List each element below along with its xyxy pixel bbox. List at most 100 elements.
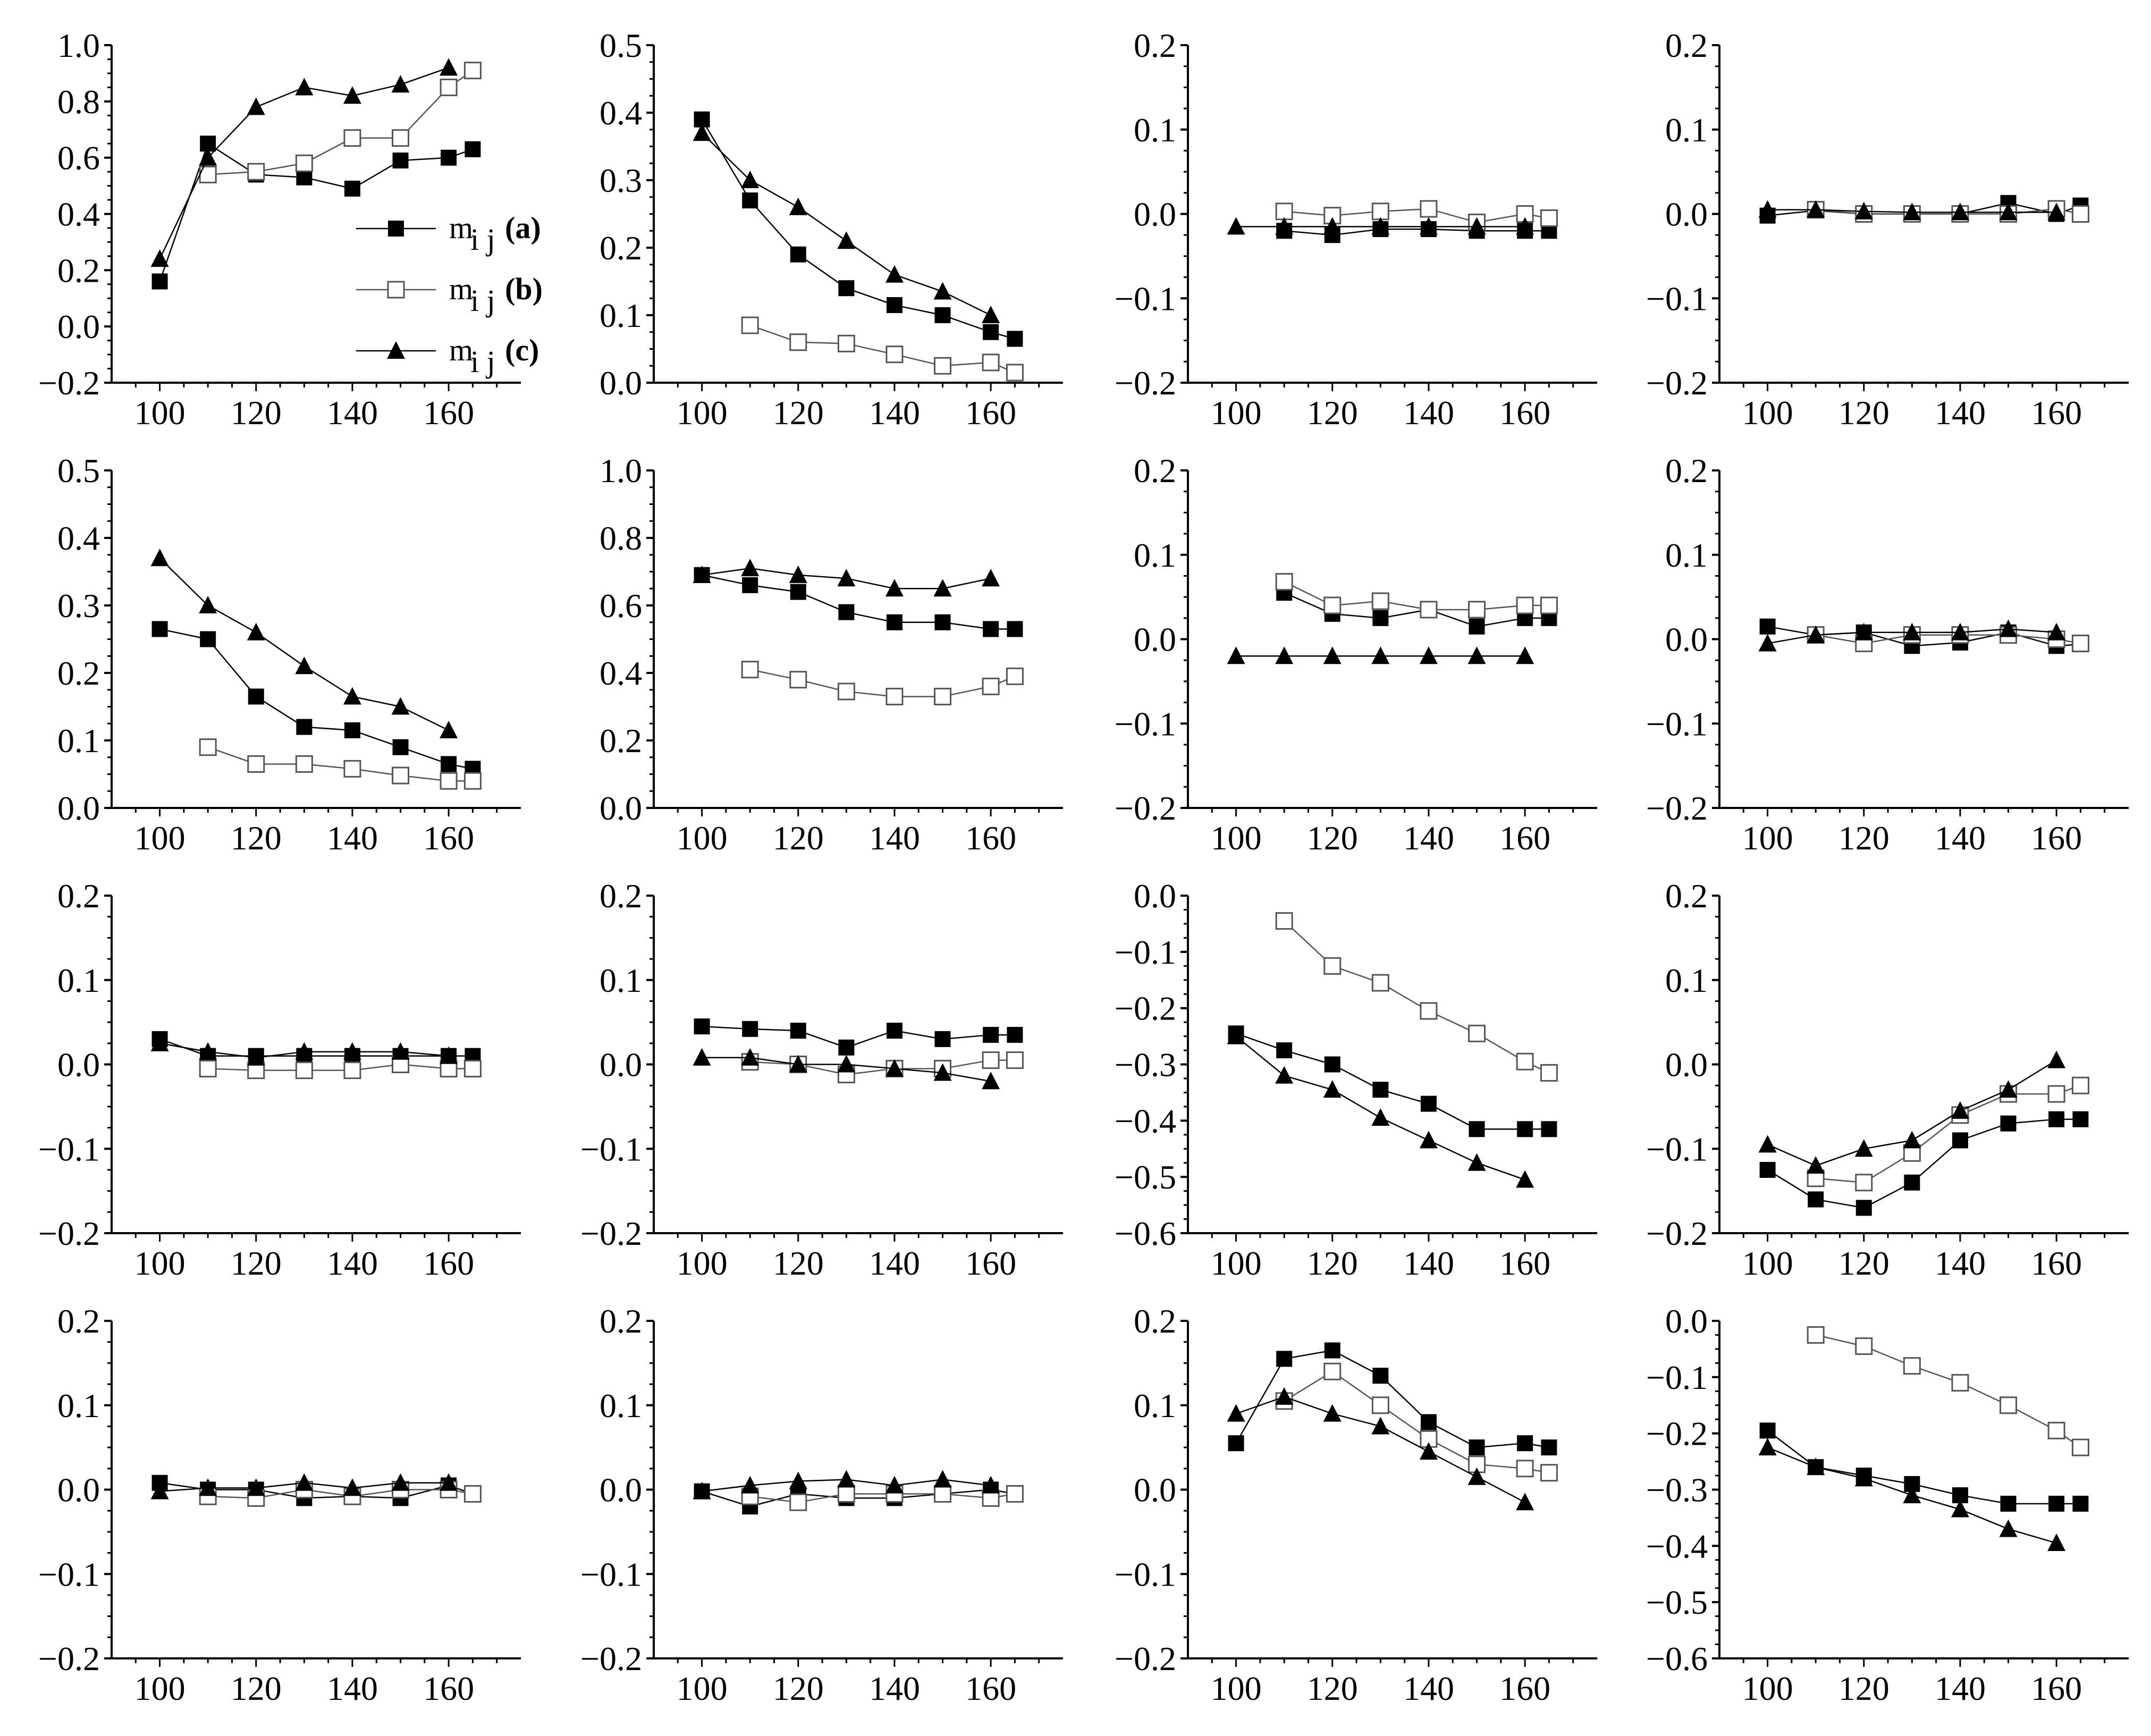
data-point-a xyxy=(983,621,999,637)
data-point-b xyxy=(1371,974,1389,992)
data-point-c xyxy=(1227,1404,1245,1422)
data-point-c xyxy=(885,1059,904,1077)
data-point-a xyxy=(1855,1200,1872,1216)
data-point-b xyxy=(741,661,759,679)
data-point-c xyxy=(1419,217,1438,235)
data-point-a xyxy=(465,141,481,157)
data-point-a xyxy=(1420,1095,1437,1112)
x-tick-label: 120 xyxy=(1838,394,1889,432)
data-point-b xyxy=(1468,601,1486,619)
data-point-c xyxy=(1275,646,1294,664)
data-point-b xyxy=(1275,203,1293,221)
data-point-c xyxy=(199,148,217,166)
y-tick-label: −0.1 xyxy=(580,1130,642,1168)
data-point-c xyxy=(741,1476,760,1494)
series-line-a xyxy=(159,628,473,770)
data-point-c xyxy=(1275,1066,1294,1084)
y-tick-label: 0.1 xyxy=(600,1387,642,1425)
y-tick-label: 0.1 xyxy=(1134,536,1176,574)
data-point-a xyxy=(934,1031,951,1047)
data-point-c xyxy=(199,596,217,613)
data-point-c xyxy=(1467,1467,1486,1485)
series-line-a xyxy=(1235,1350,1549,1448)
y-tick-label: −0.2 xyxy=(38,1640,100,1678)
chart-panel-5: 0.0 0.1 0.2 0.3 0.4 0.5 100 120 140 160 xyxy=(57,452,521,857)
data-point-b xyxy=(1807,1326,1825,1344)
y-tick-label: 0.0 xyxy=(600,1046,642,1084)
y-tick-label: 0.5 xyxy=(600,27,642,64)
data-point-a xyxy=(1372,1082,1389,1098)
x-tick-label: 140 xyxy=(1935,1244,1986,1282)
data-point-b xyxy=(1468,1024,1486,1042)
data-point-a xyxy=(1276,1042,1293,1059)
data-point-c xyxy=(837,1055,856,1073)
y-tick-label: −0.1 xyxy=(1115,1555,1176,1593)
legend-marker xyxy=(387,341,405,359)
data-point-c xyxy=(150,1481,169,1499)
data-point-c xyxy=(1371,1417,1390,1435)
x-tick-label: 160 xyxy=(423,819,474,857)
x-tick-label: 100 xyxy=(1742,819,1793,857)
data-point-a xyxy=(296,719,313,735)
y-tick-label: 0.2 xyxy=(600,229,642,267)
data-point-b xyxy=(1516,1052,1534,1071)
data-point-c xyxy=(343,687,361,705)
chart-panel-9: −0.2 −0.1 0.0 0.1 0.2 100 120 140 160 xyxy=(38,877,521,1282)
legend-label: (b) xyxy=(505,272,543,306)
data-point-b xyxy=(392,766,410,785)
x-tick-label: 100 xyxy=(1211,1670,1262,1707)
data-point-b xyxy=(2071,1076,2089,1094)
x-tick-label: 120 xyxy=(1838,819,1889,857)
y-tick-label: 0.0 xyxy=(1134,621,1176,659)
series-line-a xyxy=(1767,1118,2081,1209)
x-tick-label: 120 xyxy=(231,1670,282,1707)
data-point-a xyxy=(1007,621,1023,637)
data-point-b xyxy=(1951,1373,1969,1392)
y-tick-label: −0.4 xyxy=(1646,1527,1708,1565)
data-point-c xyxy=(440,1473,458,1491)
x-tick-label: 120 xyxy=(1307,1244,1358,1282)
data-point-b xyxy=(1855,1337,1873,1355)
data-point-a xyxy=(151,621,168,637)
data-point-b xyxy=(885,687,904,705)
data-point-b xyxy=(1420,1430,1438,1448)
y-tick-label: 0.1 xyxy=(1665,536,1708,574)
data-point-c xyxy=(1807,1156,1825,1174)
x-tick-label: 160 xyxy=(2031,1244,2082,1282)
data-point-c xyxy=(247,622,265,641)
data-point-c xyxy=(343,1478,361,1496)
x-tick-label: 120 xyxy=(231,394,282,432)
data-point-c xyxy=(440,58,458,76)
y-tick-label: 0.4 xyxy=(57,196,100,233)
y-tick-label: −0.2 xyxy=(1646,789,1708,827)
chart-panel-11: −0.6 −0.5 −0.4 −0.3 −0.2 −0.1 0.0 100 120 140 160 xyxy=(1115,877,1597,1282)
x-tick-label: 160 xyxy=(1499,1670,1550,1707)
data-point-c xyxy=(789,565,807,583)
data-point-b xyxy=(1420,200,1438,218)
y-tick-label: −0.1 xyxy=(1115,705,1176,743)
data-point-b xyxy=(982,353,1000,372)
y-tick-label: −0.2 xyxy=(38,364,100,402)
data-point-b xyxy=(392,129,410,147)
data-point-b xyxy=(982,677,1000,695)
data-point-a xyxy=(694,1018,710,1035)
data-point-c xyxy=(1467,1153,1486,1171)
data-point-c xyxy=(693,565,711,583)
data-point-a xyxy=(790,1023,806,1039)
data-point-b xyxy=(295,1061,313,1080)
y-tick-label: 0.0 xyxy=(57,308,100,345)
x-tick-label: 120 xyxy=(1838,1670,1889,1707)
data-point-b xyxy=(199,1059,217,1077)
legend-entry-2: mi j (b) xyxy=(356,272,543,318)
x-tick-label: 140 xyxy=(1403,1244,1454,1282)
x-tick-label: 140 xyxy=(1403,394,1454,432)
y-tick-label: 0.0 xyxy=(57,789,100,827)
y-tick-label: 0.1 xyxy=(1665,111,1708,149)
data-point-a xyxy=(1276,1351,1293,1367)
chart-panel-3: −0.2 −0.1 0.0 0.1 0.2 100 120 140 160 xyxy=(1115,27,1597,432)
x-tick-label: 140 xyxy=(869,1670,920,1707)
data-point-c xyxy=(1516,1493,1534,1511)
data-point-b xyxy=(1903,1357,1921,1375)
x-tick-label: 140 xyxy=(869,1244,920,1282)
data-point-b xyxy=(463,1485,482,1503)
